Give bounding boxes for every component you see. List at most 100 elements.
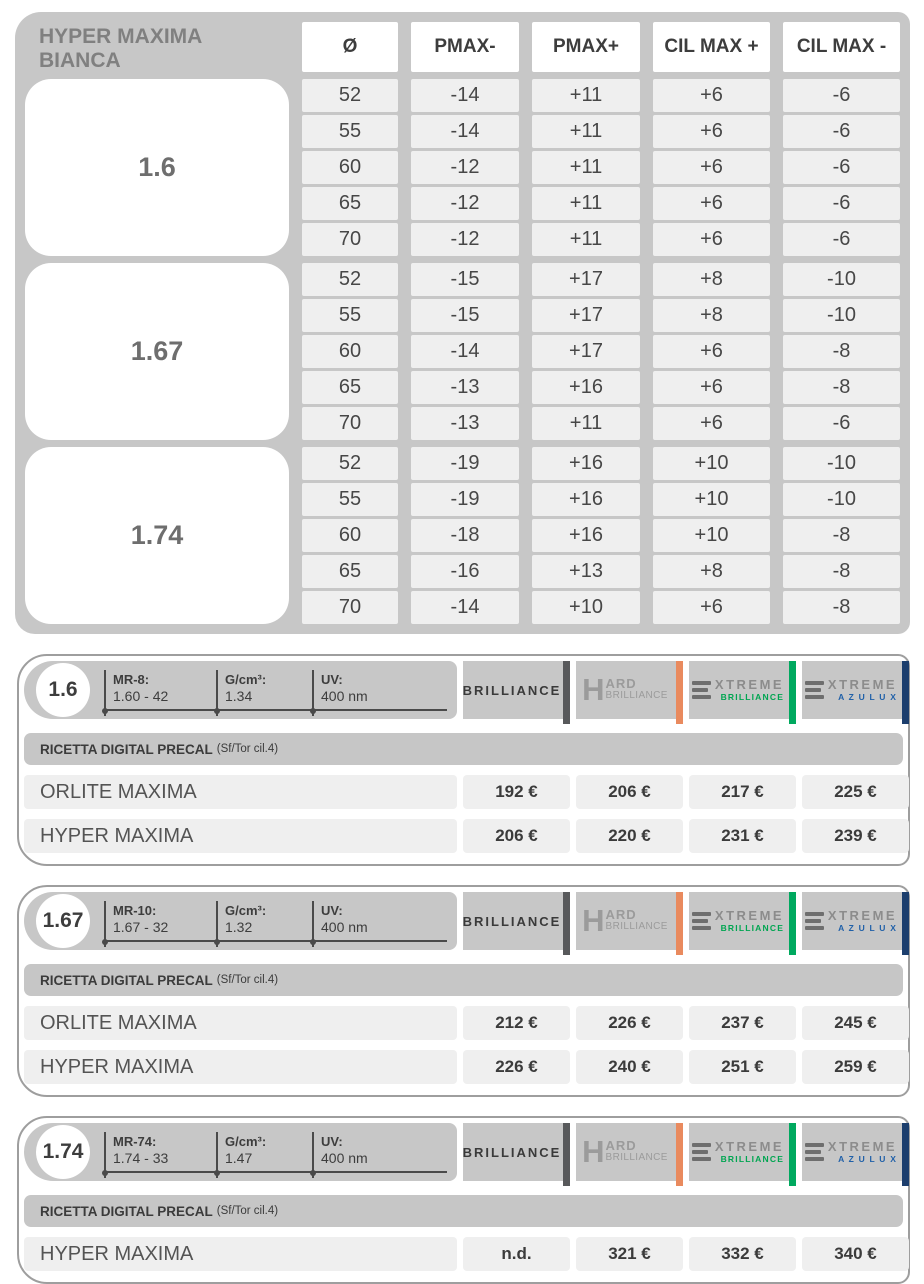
limit-cell: 52	[302, 263, 398, 296]
limit-cell: -19	[411, 447, 519, 480]
brand-brilliance: BRILLIANCE	[463, 661, 570, 724]
brand-color-bar	[789, 1123, 796, 1186]
hard-wordmark: ARD BRILLIANCE	[606, 1139, 668, 1164]
price-cell: 245 €	[802, 1006, 909, 1040]
hard-bottom-text: BRILLIANCE	[605, 921, 668, 933]
index-band: 1.74 MR-74: 1.74 - 33 G/cm³: 1.47 UV: 400 nm	[24, 1123, 457, 1181]
brand-color-bar	[563, 1123, 570, 1186]
price-panel-1.74: 1.74 MR-74: 1.74 - 33 G/cm³: 1.47 UV: 400 nm …	[17, 1116, 910, 1284]
hard-brilliance-logo: H ARD BRILLIANCE	[582, 1134, 668, 1170]
product-rows: ORLITE MAXIMA 212 €226 €237 €245 € HYPER M…	[24, 1006, 909, 1084]
product-name: HYPER MAXIMA	[24, 819, 457, 853]
limit-cell: +6	[653, 371, 770, 404]
brand-color-bar	[563, 661, 570, 724]
limit-cell: -14	[411, 335, 519, 368]
section-label: RICETTA DIGITAL PRECAL	[40, 1203, 213, 1219]
brand-brilliance: BRILLIANCE	[463, 1123, 570, 1186]
limit-cell: -8	[783, 591, 900, 624]
hard-initial: H	[582, 1134, 605, 1170]
limit-cell: +11	[532, 187, 640, 220]
limit-cell: -8	[783, 371, 900, 404]
limit-cell: +17	[532, 335, 640, 368]
spec-item: UV: 400 nm	[310, 1132, 368, 1178]
limit-cell: -12	[411, 187, 519, 220]
index-card: 1.6	[25, 79, 289, 256]
limit-cell: -10	[783, 263, 900, 296]
limit-cell: 60	[302, 151, 398, 184]
limit-cell: -15	[411, 299, 519, 332]
section-band: RICETTA DIGITAL PRECAL (Sf/Tor cil.4)	[24, 964, 903, 996]
extreme-e-icon	[804, 1142, 824, 1163]
limit-cell: -8	[783, 335, 900, 368]
limit-cell: +17	[532, 263, 640, 296]
limit-cell: 65	[302, 187, 398, 220]
product-name: HYPER MAXIMA	[24, 1050, 457, 1084]
spec-label: MR-8:	[113, 672, 150, 687]
spec-item: MR-74: 1.74 - 33	[102, 1132, 200, 1178]
limit-cell: -14	[411, 115, 519, 148]
extreme-brilliance-logo: XTREME BRILLIANCE	[691, 909, 784, 933]
section-band: RICETTA DIGITAL PRECAL (Sf/Tor cil.4)	[24, 733, 903, 765]
column-header: PMAX+	[532, 22, 640, 73]
spec-list: MR-8: 1.60 - 42 G/cm³: 1.34 UV: 400 nm	[102, 670, 447, 716]
hard-top-text: ARD	[605, 1138, 637, 1154]
extreme-wordmark: XTREME BRILLIANCE	[715, 909, 784, 933]
extreme-wordmark: XTREME A Z U L U X	[828, 678, 897, 702]
spec-item: G/cm³: 1.32	[214, 901, 296, 947]
section-band: RICETTA DIGITAL PRECAL (Sf/Tor cil.4)	[24, 1195, 903, 1227]
price-panels: 1.6 MR-8: 1.60 - 42 G/cm³: 1.34 UV: 400 nm BR…	[0, 654, 924, 1284]
limit-cell: +8	[653, 299, 770, 332]
limit-cell: 55	[302, 299, 398, 332]
hard-wordmark: ARD BRILLIANCE	[606, 677, 668, 702]
limit-cell: 60	[302, 335, 398, 368]
page-title-line2: BIANCA	[39, 48, 121, 72]
index-group-1.74: 1.74 52 -19 +16 +10 -10 55 -19 +16 +10 -10 60 -18 +16…	[25, 447, 900, 624]
limit-cell: 65	[302, 371, 398, 404]
extreme-brilliance-logo: XTREME BRILLIANCE	[691, 678, 784, 702]
extreme-e-icon	[691, 911, 711, 932]
spec-value: 1.32	[225, 919, 253, 935]
limit-cell: +10	[653, 519, 770, 552]
brand-color-bar	[676, 661, 683, 724]
spec-value: 400 nm	[321, 688, 368, 704]
limit-cell: +11	[532, 223, 640, 256]
spec-label: G/cm³:	[225, 1134, 267, 1149]
limit-cell: +11	[532, 79, 640, 112]
hard-brilliance-logo: H ARD BRILLIANCE	[582, 672, 668, 708]
limit-cell: 60	[302, 519, 398, 552]
limit-cell: +10	[653, 483, 770, 516]
price-cell: 239 €	[802, 819, 909, 853]
limit-cell: 55	[302, 483, 398, 516]
index-card: 1.74	[25, 447, 289, 624]
spec-item: G/cm³: 1.47	[214, 1132, 296, 1178]
index-band: 1.6 MR-8: 1.60 - 42 G/cm³: 1.34 UV: 400 nm	[24, 661, 457, 719]
brand-hard-brilliance: H ARD BRILLIANCE	[576, 892, 683, 955]
product-name: HYPER MAXIMA	[24, 1237, 457, 1271]
limit-cell: -13	[411, 371, 519, 404]
product-name: ORLITE MAXIMA	[24, 1006, 457, 1040]
brand-extreme-brilliance: XTREME BRILLIANCE	[689, 1123, 796, 1186]
extreme-top-text: XTREME	[827, 677, 898, 693]
panel-header: 1.6 MR-8: 1.60 - 42 G/cm³: 1.34 UV: 400 nm BR…	[24, 661, 909, 724]
extreme-e-icon	[804, 680, 824, 701]
spec-label: G/cm³:	[225, 672, 267, 687]
brand-color-bar	[563, 892, 570, 955]
hard-initial: H	[582, 903, 605, 939]
limit-cell: -6	[783, 407, 900, 440]
brand-extreme-azulux: XTREME A Z U L U X	[802, 892, 909, 955]
limit-cell: +8	[653, 555, 770, 588]
limit-cell: 52	[302, 79, 398, 112]
limits-table-panel: HYPER MAXIMA BIANCA Ø PMAX- PMAX+ CIL MAX +…	[15, 12, 910, 634]
brand-color-bar	[789, 892, 796, 955]
spec-value: 400 nm	[321, 919, 368, 935]
limit-cell: -8	[783, 555, 900, 588]
limit-cell: +6	[653, 591, 770, 624]
index-group-1.6: 1.6 52 -14 +11 +6 -6 55 -14 +11 +6 -6 60 -12 +11 +6 -6 6…	[25, 79, 900, 256]
spec-label: UV:	[321, 1134, 343, 1149]
price-cell: 332 €	[689, 1237, 796, 1271]
limit-cell: +16	[532, 519, 640, 552]
limit-cell: -12	[411, 151, 519, 184]
price-cell: 340 €	[802, 1237, 909, 1271]
limit-cell: +8	[653, 263, 770, 296]
hard-initial: H	[582, 672, 605, 708]
